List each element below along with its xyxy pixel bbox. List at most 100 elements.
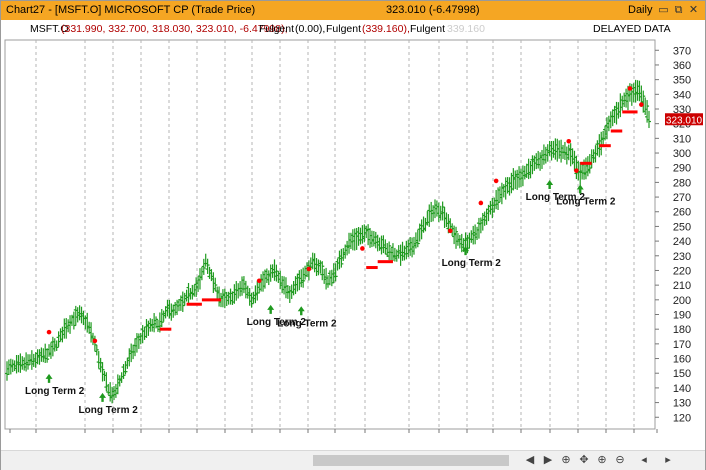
ohlc-bar: [159, 309, 164, 328]
zoom-fit-icon[interactable]: ⊕: [597, 454, 607, 466]
ohlc-bar: [647, 110, 651, 129]
ohlc-bar: [123, 361, 128, 375]
indicator3-name: Fulgent: [410, 23, 446, 35]
ohlc-bar: [387, 241, 392, 261]
buy-signal-arrow-icon: [45, 373, 53, 383]
scroll-right-icon[interactable]: ▶: [543, 454, 553, 466]
signal-label: Long Term 2: [277, 318, 337, 329]
y-tick-label: 360: [673, 60, 691, 72]
ohlc-bar: [641, 90, 646, 113]
indicator1-value: (0.00),: [295, 23, 326, 35]
symbol-label: MSFT.O: [30, 23, 69, 35]
ohlc-bar: [56, 331, 61, 347]
last-price-badge: [665, 113, 703, 126]
y-tick-label: 160: [673, 354, 691, 366]
y-tick-label: 270: [673, 192, 691, 204]
signal-label: Long Term 2: [79, 405, 139, 416]
trailing-stop-dot: [447, 228, 453, 234]
trailing-stop-dot: [627, 86, 633, 91]
y-tick-label: 370: [673, 45, 691, 57]
last-value: 323.010 (-6.47998): [386, 4, 480, 16]
ohlc-bars: [5, 79, 651, 404]
y-tick-label: 220: [673, 265, 691, 277]
indicator2-value: (339.160),: [362, 23, 410, 35]
last-price-label: 323.010: [666, 115, 703, 126]
minimize-icon[interactable]: ▭: [658, 4, 669, 16]
price-chart[interactable]: Dec2020MarAprMayJunJulAugSepOctNovDec202…: [1, 38, 706, 434]
ohlc-bar: [201, 258, 206, 275]
y-tick-label: 170: [673, 339, 691, 351]
ohlc-bar: [54, 340, 59, 351]
interval-label[interactable]: Daily: [628, 4, 653, 16]
y-tick-label: 150: [673, 368, 691, 380]
title-bar[interactable]: Chart27 - [MSFT.O] MICROSOFT CP (Trade P…: [1, 1, 705, 20]
y-tick-label: 290: [673, 163, 691, 175]
trailing-stop-dot: [574, 168, 579, 173]
scroll-thumb[interactable]: [313, 455, 509, 466]
delayed-data-label: DELAYED DATA: [593, 23, 671, 35]
buy-signal-arrow-icon: [546, 180, 554, 190]
ohlc-bar: [454, 226, 459, 249]
y-tick-label: 330: [673, 104, 691, 116]
buy-signal-arrow-icon: [462, 246, 470, 256]
signal-label: Long Term 2: [526, 192, 586, 203]
signal-label: Long Term 2: [25, 386, 85, 397]
ohlc-bar: [100, 362, 105, 382]
zoom-out-icon[interactable]: ⊖: [615, 454, 625, 466]
ohlc-bar: [496, 187, 501, 211]
y-tick-label: 350: [673, 75, 691, 87]
restore-icon[interactable]: ⧉: [674, 4, 683, 16]
ohlc-bar: [94, 344, 99, 356]
trailing-stop-dot: [478, 200, 484, 206]
ohlc-bar: [249, 292, 254, 308]
y-tick-label: 210: [673, 280, 691, 292]
buy-signal-arrow-icon: [99, 392, 107, 402]
ohlc-bar: [213, 277, 218, 292]
scroll-left-icon[interactable]: ◀: [525, 454, 535, 466]
y-tick-label: 280: [673, 177, 691, 189]
ohlc-bar: [205, 258, 210, 274]
y-tick-label: 310: [673, 133, 691, 145]
signal-label: Long Term 2: [247, 317, 307, 328]
ohlc-values: (331.990, 332.700, 318.030, 323.010, -6.…: [61, 23, 288, 35]
y-tick-label: 300: [673, 148, 691, 160]
y-tick-label: 190: [673, 310, 691, 322]
y-tick-label: 230: [673, 251, 691, 263]
y-tick-label: 260: [673, 207, 691, 219]
time-scrollbar[interactable]: ◀ ▶ ⊕ ✥ ⊕ ⊖ ◂ ▸: [1, 450, 705, 470]
page-left-icon[interactable]: ◂: [641, 454, 647, 466]
trailing-stop-dot: [566, 138, 572, 144]
indicator1-name: Fulgent: [259, 23, 295, 35]
y-tick-label: 340: [673, 89, 691, 101]
window-title: Chart27 - [MSFT.O] MICROSOFT CP (Trade P…: [6, 4, 256, 16]
ohlc-bar: [645, 100, 650, 123]
buy-signal-arrow-icon: [297, 306, 305, 316]
buy-signal-arrow-icon: [576, 184, 584, 194]
ohlc-bar: [333, 263, 338, 282]
indicator2-name: Fulgent: [326, 23, 362, 35]
y-tick-label: 240: [673, 236, 691, 248]
ohlc-bar: [415, 229, 420, 248]
indicator-info-bar: MSFT.O (331.990, 332.700, 318.030, 323.0…: [1, 20, 705, 38]
y-tick-label: 200: [673, 295, 691, 307]
y-tick-label: 120: [673, 412, 691, 424]
zoom-in-icon[interactable]: ⊕: [561, 454, 571, 466]
trailing-stop-dot: [306, 266, 312, 272]
trailing-stop-dot: [493, 178, 499, 184]
y-tick-label: 130: [673, 398, 691, 410]
y-tick-label: 250: [673, 221, 691, 233]
page-right-icon[interactable]: ▸: [665, 454, 671, 466]
trailing-stop-dot: [639, 102, 644, 107]
signal-label: Long Term 2: [556, 196, 616, 207]
pan-icon[interactable]: ✥: [579, 454, 589, 466]
indicator3-value: 339.160: [447, 23, 485, 35]
trailing-stop-dot: [92, 338, 98, 344]
trailing-stop-dot: [46, 329, 52, 335]
y-tick-label: 180: [673, 324, 691, 336]
y-tick-label: 140: [673, 383, 691, 395]
trailing-stop-dot: [360, 246, 365, 251]
ohlc-bar: [45, 348, 50, 363]
ohlc-bar: [301, 267, 306, 288]
close-icon[interactable]: ✕: [688, 4, 699, 16]
